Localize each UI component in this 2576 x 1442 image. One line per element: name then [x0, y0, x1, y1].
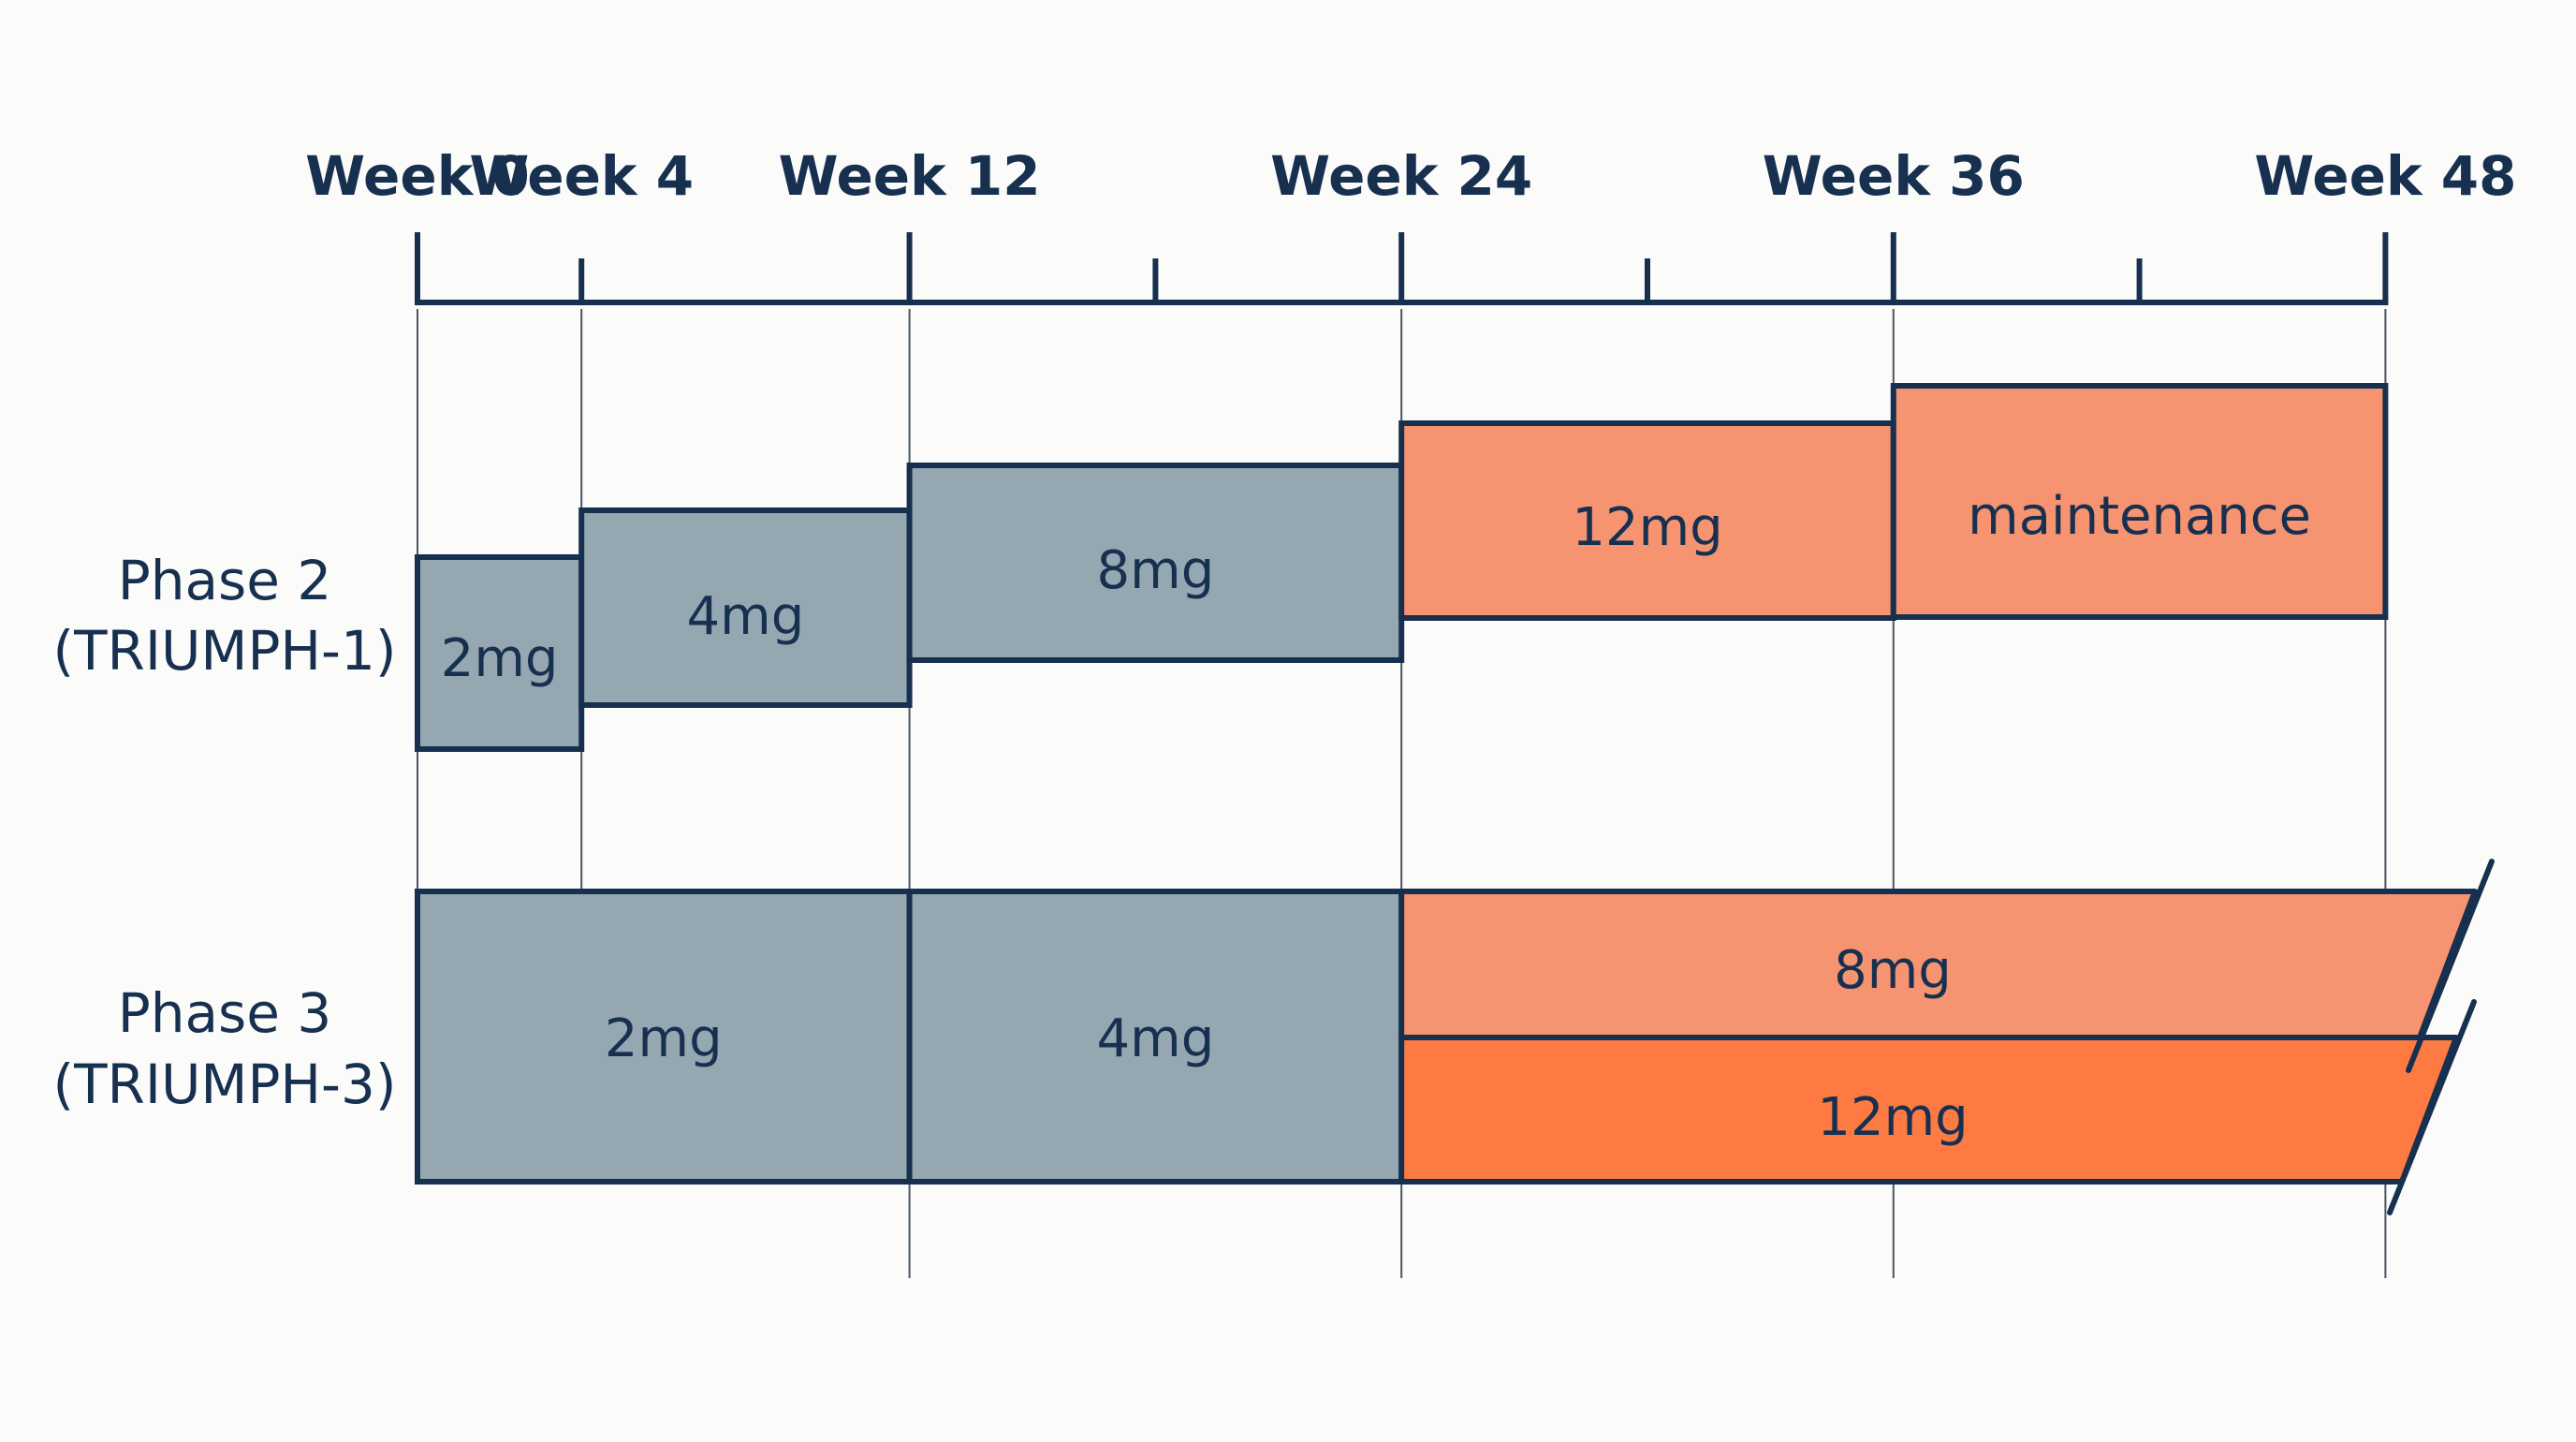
- phase-3-label-line1: Phase 3: [118, 981, 332, 1045]
- axis-label-week-4: Week 4: [469, 144, 694, 208]
- continuation-mark-bottom: [2387, 999, 2477, 1215]
- continuation-mark-top: [2406, 859, 2495, 1073]
- axis-label-week-48: Week 48: [2254, 144, 2516, 208]
- axis-label-week-0: Week 0: [305, 144, 530, 208]
- phase-3-arm-label-8mg: 8mg: [1834, 940, 1952, 1001]
- phase-2-block-12mg: [1398, 420, 1896, 621]
- phase-3-dose-label-2mg: 2mg: [605, 1008, 723, 1069]
- axis-label-week-36: Week 36: [1763, 144, 2025, 208]
- phase-3-block-4mg: [906, 889, 1405, 1184]
- phase-2-block-8mg: [906, 463, 1405, 663]
- phase-2-block-4mg: [578, 508, 913, 708]
- phase-3-block-2mg: [415, 889, 913, 1184]
- axis-label-week-12: Week 12: [779, 144, 1041, 208]
- phase-2-label-line2: (TRIUMPH-1): [52, 619, 396, 683]
- phase-2-label-line1: Phase 2: [118, 549, 332, 612]
- phase-2-dose-label-12mg: 12mg: [1572, 497, 1722, 558]
- axis-label-week-24: Week 24: [1270, 144, 1532, 208]
- row-labels: Phase 2 (TRIUMPH-1) Phase 3 (TRIUMPH-3): [52, 549, 396, 1116]
- phase-2-dose-label-8mg: 8mg: [1097, 540, 1215, 601]
- phase-3-dose-label-4mg: 4mg: [1097, 1008, 1215, 1069]
- phase-3-label-line2: (TRIUMPH-3): [52, 1052, 396, 1116]
- phase-2-row: 2mg 4mg 8mg 12mg maintenance: [415, 383, 2389, 752]
- phase-2-dose-label-2mg: 2mg: [441, 628, 559, 689]
- phase-2-dose-label-maintenance: maintenance: [1968, 486, 2311, 547]
- phase-2-block-maintenance: [1890, 383, 2389, 620]
- phase-2-block-2mg: [415, 554, 585, 752]
- phase-3-arm-label-12mg: 12mg: [1817, 1087, 1968, 1148]
- phase-3-row: 2mg 4mg 8mg 12mg: [415, 859, 2495, 1215]
- phase-2-dose-label-4mg: 4mg: [687, 586, 805, 647]
